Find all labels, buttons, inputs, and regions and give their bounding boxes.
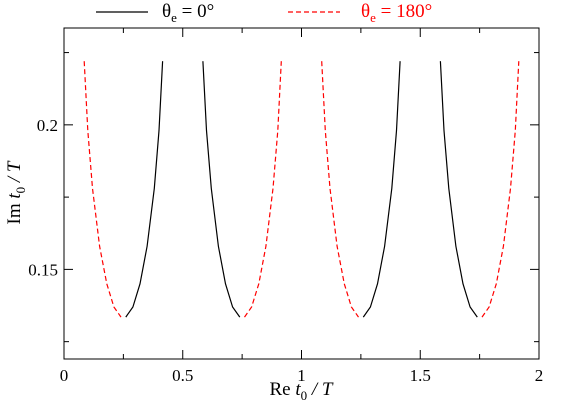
series-line-theta-180 <box>481 61 520 318</box>
legend-label-theta-180: θe = 180° <box>361 1 432 25</box>
series-line-theta-0 <box>125 61 164 318</box>
x-tick-label: 0.5 <box>172 366 193 385</box>
x-tick-label: 2 <box>535 366 544 385</box>
series-line-theta-180 <box>83 61 122 318</box>
y-tick-label: 0.15 <box>28 260 58 279</box>
y-axis-ticks: 0.15 0.2 <box>28 52 539 343</box>
series-line-theta-0 <box>439 61 478 318</box>
legend-theta-symbol: θ <box>361 1 370 22</box>
legend-theta-value: = 0° <box>177 1 214 22</box>
plot-frame <box>63 27 540 360</box>
x-tick-label: 1 <box>297 366 306 385</box>
legend-theta-subscript: e <box>370 10 376 25</box>
legend-theta-symbol: θ <box>162 1 171 22</box>
legend-theta-value: = 180° <box>376 1 432 22</box>
legend-label-theta-0: θe = 0° <box>162 1 214 25</box>
series-lines <box>83 61 520 318</box>
x-axis-label: Re t0 / T <box>270 379 334 403</box>
series-line-theta-180 <box>244 61 282 318</box>
series-line-theta-0 <box>362 61 401 318</box>
y-tick-label: 0.2 <box>37 116 58 135</box>
x-axis-ticks: 0 0.5 1 1.5 2 <box>60 28 544 385</box>
legend: θe = 0° θe = 180° <box>96 1 432 25</box>
legend-theta-subscript: e <box>171 10 177 25</box>
y-axis-label: Im t0 / T <box>4 160 28 224</box>
x-tick-label: 0 <box>60 366 69 385</box>
series-line-theta-180 <box>321 61 359 318</box>
x-tick-label: 1.5 <box>410 366 431 385</box>
series-line-theta-0 <box>202 61 241 318</box>
